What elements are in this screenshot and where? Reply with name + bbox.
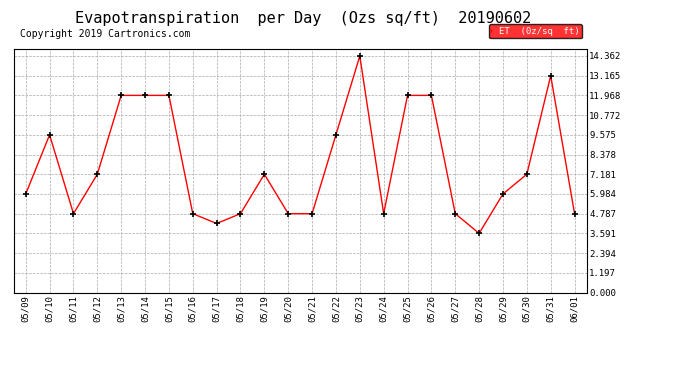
Text: Evapotranspiration  per Day  (Ozs sq/ft)  20190602: Evapotranspiration per Day (Ozs sq/ft) 2… [75, 11, 532, 26]
Text: Copyright 2019 Cartronics.com: Copyright 2019 Cartronics.com [19, 29, 190, 39]
Legend: ET  (0z/sq  ft): ET (0z/sq ft) [489, 24, 582, 38]
